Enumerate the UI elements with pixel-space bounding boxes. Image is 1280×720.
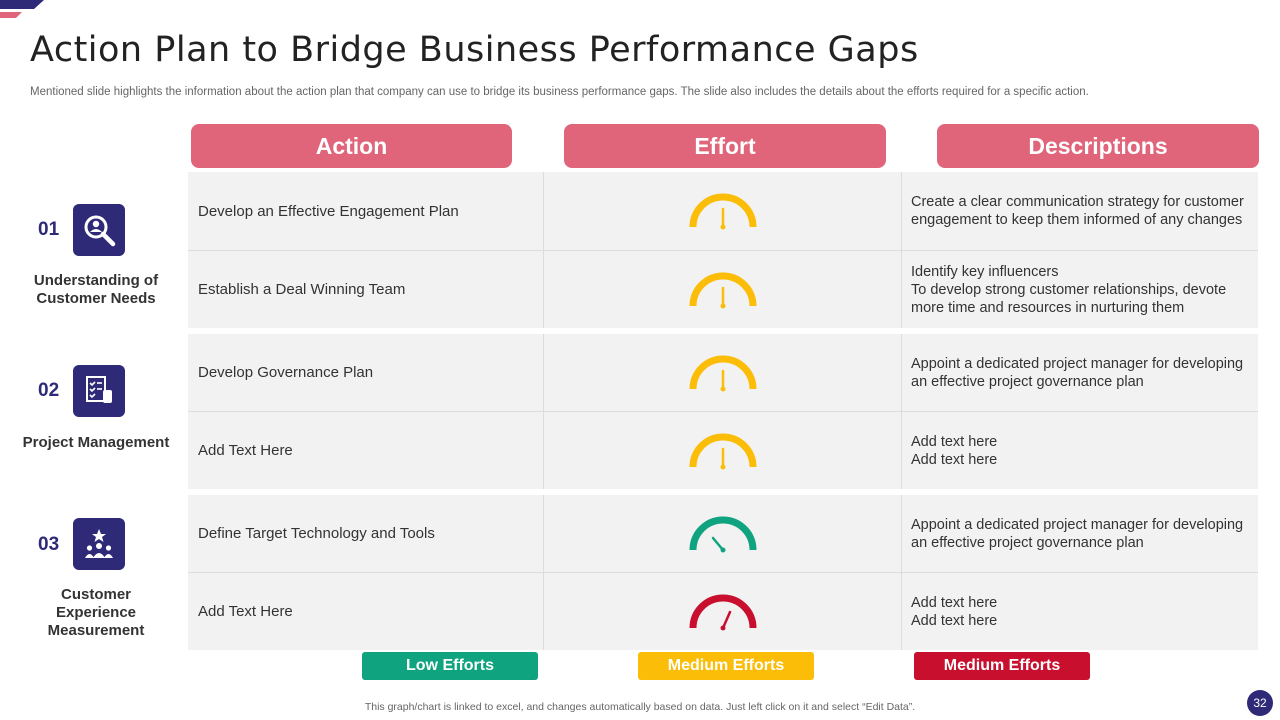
description-line: Add text here <box>911 433 998 450</box>
description-cell: Add text here Add text here <box>902 573 1258 650</box>
gauge-arc <box>689 433 757 467</box>
column-header-descriptions: Descriptions <box>937 124 1259 168</box>
gauge-hub <box>720 464 726 469</box>
legend-high-efforts: Medium Efforts <box>914 652 1090 680</box>
action-cell: Add Text Here <box>188 412 544 489</box>
effort-cell <box>545 172 902 250</box>
gauge-arc <box>689 272 757 306</box>
group-label: Understanding of Customer Needs <box>33 272 159 307</box>
gauge-arc <box>689 355 757 389</box>
gauge-hub <box>720 303 726 308</box>
group-label: Customer Experience Measurement <box>47 586 145 639</box>
description-line: Appoint a dedicated project manager for … <box>911 516 1244 551</box>
gauge-arc <box>689 594 757 628</box>
description-cell: Create a clear communication strategy fo… <box>902 172 1258 250</box>
description-line: Appoint a dedicated project manager for … <box>911 355 1244 390</box>
page-subtitle: Mentioned slide highlights the informati… <box>30 86 1089 98</box>
gauge-hub <box>720 224 726 230</box>
table-group-1: Develop an Effective Engagement Plan Cre… <box>188 172 1258 328</box>
table-row: Add Text Here Add text here Add text her… <box>188 573 1258 650</box>
description-cell: Appoint a dedicated project manager for … <box>902 334 1258 411</box>
gauge-arc <box>689 516 757 550</box>
effort-cell <box>545 573 902 650</box>
effort-cell <box>545 251 902 328</box>
table-row: Develop an Effective Engagement Plan Cre… <box>188 172 1258 250</box>
effort-gauge-icon <box>689 355 757 391</box>
description-line: Identify key influencers <box>911 263 1059 280</box>
effort-gauge-icon <box>689 193 757 230</box>
table-row: Define Target Technology and Tools Appoi… <box>188 495 1258 572</box>
effort-gauge-icon <box>689 516 757 552</box>
effort-cell <box>545 495 902 572</box>
column-header-effort: Effort <box>564 124 886 168</box>
corner-decoration <box>0 0 44 18</box>
gauge-hub <box>720 625 726 630</box>
description-line: Add text here <box>911 612 998 629</box>
page-title: Action Plan to Bridge Business Performan… <box>30 30 919 70</box>
effort-gauge-icon <box>689 594 757 630</box>
description-line: To develop strong customer relationships… <box>911 281 1227 316</box>
table-row: Develop Governance Plan Appoint a dedica… <box>188 334 1258 411</box>
table-row: Add Text Here Add text here Add text her… <box>188 412 1258 489</box>
checklist-icon <box>73 365 125 417</box>
action-cell: Establish a Deal Winning Team <box>188 251 544 328</box>
group-number: 02 <box>38 380 60 401</box>
column-header-action: Action <box>191 124 512 168</box>
gauge-hub <box>720 386 726 391</box>
table-group-2: Develop Governance Plan Appoint a dedica… <box>188 334 1258 489</box>
action-cell: Add Text Here <box>188 573 544 650</box>
description-line: Add text here <box>911 594 998 611</box>
gauge-hub <box>720 547 726 552</box>
footnote: This graph/chart is linked to excel, and… <box>364 701 916 713</box>
group-number: 01 <box>38 219 60 240</box>
description-line: Add text here <box>911 451 998 468</box>
legend-low-efforts: Low Efforts <box>362 652 538 680</box>
description-cell: Appoint a dedicated project manager for … <box>902 495 1258 572</box>
group-number: 03 <box>38 534 60 555</box>
effort-cell <box>545 334 902 411</box>
effort-cell <box>545 412 902 489</box>
action-cell: Develop an Effective Engagement Plan <box>188 172 544 250</box>
description-line: Create a clear communication strategy fo… <box>911 194 1244 228</box>
gauge-needle <box>711 536 725 551</box>
gauge-arc <box>689 193 757 228</box>
effort-gauge-icon <box>689 272 757 308</box>
description-cell: Add text here Add text here <box>902 412 1258 489</box>
table-row: Establish a Deal Winning Team Identify k… <box>188 251 1258 328</box>
magnifier-person-icon <box>73 204 125 256</box>
description-cell: Identify key influencers To develop stro… <box>902 251 1258 328</box>
legend-medium-efforts: Medium Efforts <box>638 652 814 680</box>
table-group-3: Define Target Technology and Tools Appoi… <box>188 495 1258 650</box>
action-cell: Define Target Technology and Tools <box>188 495 544 572</box>
effort-gauge-icon <box>689 433 757 469</box>
page-number: 32 <box>1247 690 1273 716</box>
action-cell: Develop Governance Plan <box>188 334 544 411</box>
group-label: Project Management <box>22 434 170 451</box>
gauge-needle <box>721 610 732 629</box>
team-star-icon <box>73 518 125 570</box>
